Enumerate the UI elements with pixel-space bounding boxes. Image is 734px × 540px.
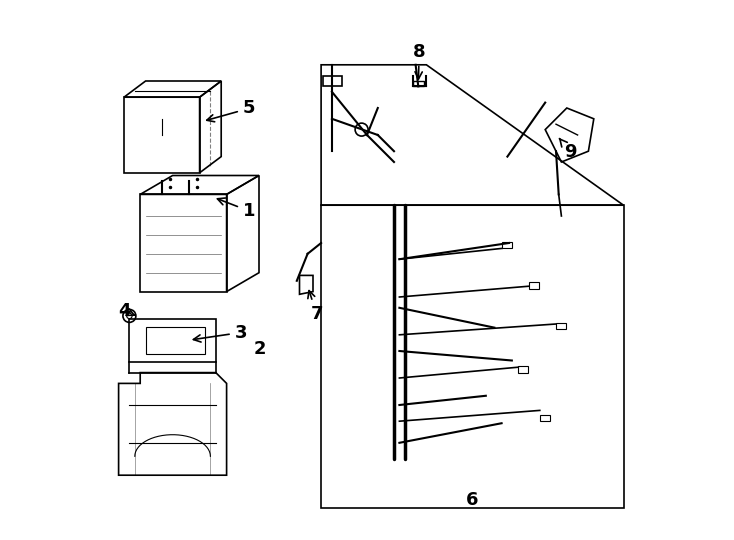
Bar <box>321 205 623 508</box>
Circle shape <box>127 313 132 319</box>
Text: 7: 7 <box>308 291 323 322</box>
Text: 9: 9 <box>559 139 577 160</box>
Text: 5: 5 <box>207 99 255 122</box>
Text: 6: 6 <box>466 491 479 509</box>
Text: 2: 2 <box>254 340 266 357</box>
Bar <box>413 81 424 86</box>
Bar <box>323 76 341 86</box>
Bar <box>539 415 550 421</box>
Bar <box>556 323 566 329</box>
Text: 1: 1 <box>217 198 255 220</box>
Text: 4: 4 <box>119 302 134 320</box>
Bar <box>502 242 512 248</box>
Bar <box>529 282 539 289</box>
Bar <box>518 366 528 373</box>
Text: 3: 3 <box>193 323 247 342</box>
Text: 8: 8 <box>413 43 426 79</box>
